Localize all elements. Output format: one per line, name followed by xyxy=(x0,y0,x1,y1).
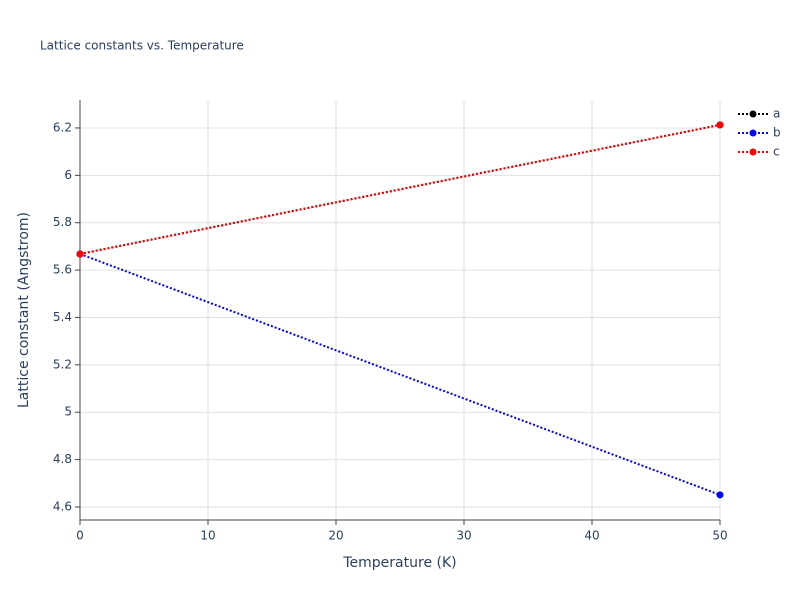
y-tick-label: 5 xyxy=(64,405,72,419)
y-tick-label: 5.6 xyxy=(53,263,72,277)
legend-label: c xyxy=(773,145,780,159)
legend-label: a xyxy=(773,107,780,121)
y-tick-label: 5.2 xyxy=(53,357,72,371)
x-tick-label: 10 xyxy=(200,529,215,543)
x-axis-label: Temperature (K) xyxy=(342,555,456,571)
x-tick-label: 50 xyxy=(712,529,727,543)
y-tick-label: 6 xyxy=(64,168,72,182)
y-tick-label: 5.4 xyxy=(53,310,72,324)
series-line xyxy=(79,253,721,496)
series-line xyxy=(79,123,721,255)
legend-marker xyxy=(749,148,757,156)
data-point xyxy=(716,491,724,499)
legend-marker xyxy=(749,110,757,118)
data-point xyxy=(716,121,724,129)
x-tick-label: 20 xyxy=(328,529,343,543)
x-tick-label: 40 xyxy=(584,529,599,543)
y-tick-label: 6.2 xyxy=(53,120,72,134)
y-tick-label: 5.8 xyxy=(53,215,72,229)
legend-marker xyxy=(749,129,757,137)
y-axis-label: Lattice constant (Angstrom) xyxy=(16,212,32,408)
y-tick-label: 4.8 xyxy=(53,452,72,466)
legend-label: b xyxy=(773,126,781,140)
x-tick-label: 0 xyxy=(76,529,84,543)
y-tick-label: 4.6 xyxy=(53,499,72,513)
x-tick-label: 30 xyxy=(456,529,471,543)
chart-title: Lattice constants vs. Temperature xyxy=(40,39,244,53)
data-point xyxy=(76,250,84,258)
